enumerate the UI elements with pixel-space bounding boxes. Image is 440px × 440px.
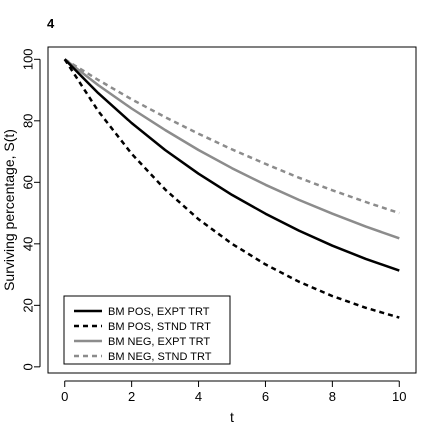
legend: BM POS, EXPT TRT BM POS, STND TRT BM NEG, … xyxy=(63,295,231,365)
y-tick-label: 20 xyxy=(21,298,36,312)
legend-box xyxy=(63,295,231,365)
series-line xyxy=(63,58,400,272)
series-line xyxy=(64,58,400,215)
legend-label: BM POS, STND TRT xyxy=(108,321,211,333)
y-tick-label: 100 xyxy=(21,48,36,70)
y-axis-label: Surviving percentage, S(t) xyxy=(1,129,17,291)
y-axis: 0 20 40 60 80 100 xyxy=(21,48,41,370)
x-tick-label: 6 xyxy=(262,389,269,404)
x-tick-label: 4 xyxy=(195,389,202,404)
x-axis-label: t xyxy=(230,409,234,425)
y-tick-label: 40 xyxy=(21,237,36,251)
y-tick-label: 80 xyxy=(21,114,36,128)
x-tick-label: 8 xyxy=(329,389,336,404)
x-axis: 0 2 4 6 8 10 xyxy=(61,380,407,404)
legend-label: BM NEG, EXPT TRT xyxy=(108,336,210,348)
legend-items: BM POS, EXPT TRT BM POS, STND TRT BM NEG, … xyxy=(74,306,212,363)
x-tick-label: 2 xyxy=(128,389,135,404)
panel-label: 4 xyxy=(47,16,55,31)
series-line xyxy=(63,58,400,240)
y-tick-label: 60 xyxy=(21,175,36,189)
x-tick-label: 0 xyxy=(61,389,68,404)
plot-frame xyxy=(47,46,417,374)
legend-label: BM NEG, STND TRT xyxy=(108,351,212,363)
series-layer xyxy=(63,58,400,319)
legend-label: BM POS, EXPT TRT xyxy=(108,306,210,318)
y-tick-label: 0 xyxy=(21,363,36,370)
x-tick-label: 10 xyxy=(392,389,406,404)
